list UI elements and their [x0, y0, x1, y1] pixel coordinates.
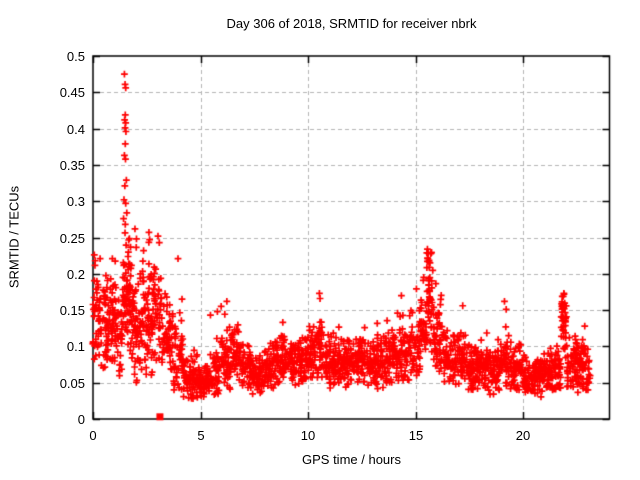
x-tick-label-5: 5 [197, 428, 205, 443]
y-tick-label-0.45: 0.45 [59, 85, 85, 100]
y-tick-label-0.05: 0.05 [59, 376, 85, 391]
x-tick-label-0: 0 [89, 428, 97, 443]
y-axis-label: SRMTID / TECUs [6, 185, 22, 289]
y-tick-label-0.35: 0.35 [59, 158, 85, 173]
y-tick-label-0.2: 0.2 [66, 267, 85, 282]
y-tick-label-0.3: 0.3 [66, 194, 85, 209]
x-axis-label: GPS time / hours [302, 452, 401, 467]
x-tick-label-15: 15 [408, 428, 424, 443]
y-tick-label-0.25: 0.25 [59, 231, 85, 246]
x-tick-label-10: 10 [300, 428, 316, 443]
y-tick-label-0: 0 [77, 412, 85, 427]
y-tick-label-0.4: 0.4 [66, 122, 85, 137]
chart-title: Day 306 of 2018, SRMTID for receiver nbr… [226, 16, 477, 31]
y-tick-label-0.15: 0.15 [59, 303, 85, 318]
y-tick-label-0.5: 0.5 [66, 49, 85, 64]
y-tick-label-0.1: 0.1 [66, 339, 85, 354]
x-tick-label-20: 20 [515, 428, 531, 443]
